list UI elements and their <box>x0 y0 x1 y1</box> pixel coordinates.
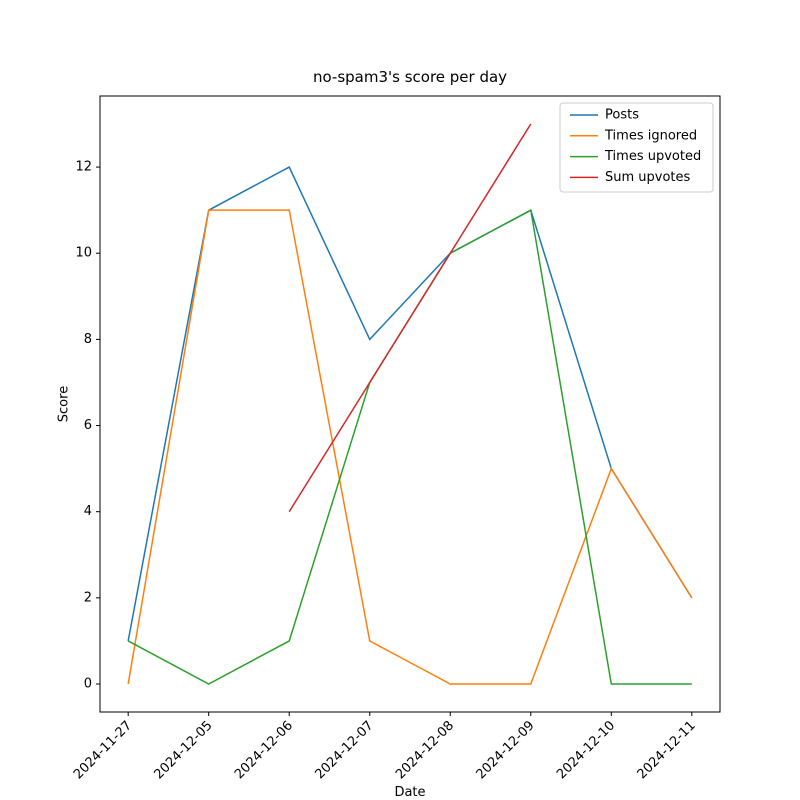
y-tick-label: 2 <box>84 590 92 605</box>
x-tick-label: 2024-12-08 <box>393 718 457 782</box>
line-series <box>127 209 693 685</box>
y-tick-label: 12 <box>75 160 92 175</box>
legend-label: Times ignored <box>604 128 697 143</box>
line-series <box>127 166 693 642</box>
x-tick-label: 2024-12-06 <box>232 718 296 782</box>
y-tick-label: 10 <box>75 246 92 261</box>
x-tick-label: 2024-12-09 <box>474 718 538 782</box>
y-tick-label: 4 <box>84 504 92 519</box>
x-tick-label: 2024-12-07 <box>313 718 377 782</box>
y-tick-label: 8 <box>84 332 92 347</box>
x-tick-label: 2024-11-27 <box>71 718 135 782</box>
plot-frame <box>99 95 721 713</box>
chart-title: no-spam3's score per day <box>313 68 507 86</box>
x-axis-label: Date <box>394 785 425 800</box>
x-tick-label: 2024-12-05 <box>151 718 215 782</box>
legend-label: Times upvoted <box>604 149 701 164</box>
x-tick-label: 2024-12-11 <box>635 718 699 782</box>
legend-label: Sum upvotes <box>605 170 691 185</box>
y-tick-label: 0 <box>84 677 92 692</box>
x-tick-label: 2024-12-10 <box>554 718 618 782</box>
legend-box <box>559 102 714 193</box>
legend-label: Posts <box>605 108 639 123</box>
line-series <box>127 209 692 685</box>
y-axis-label: Score <box>57 386 72 422</box>
line-series <box>288 123 532 513</box>
y-tick-label: 6 <box>84 418 92 433</box>
